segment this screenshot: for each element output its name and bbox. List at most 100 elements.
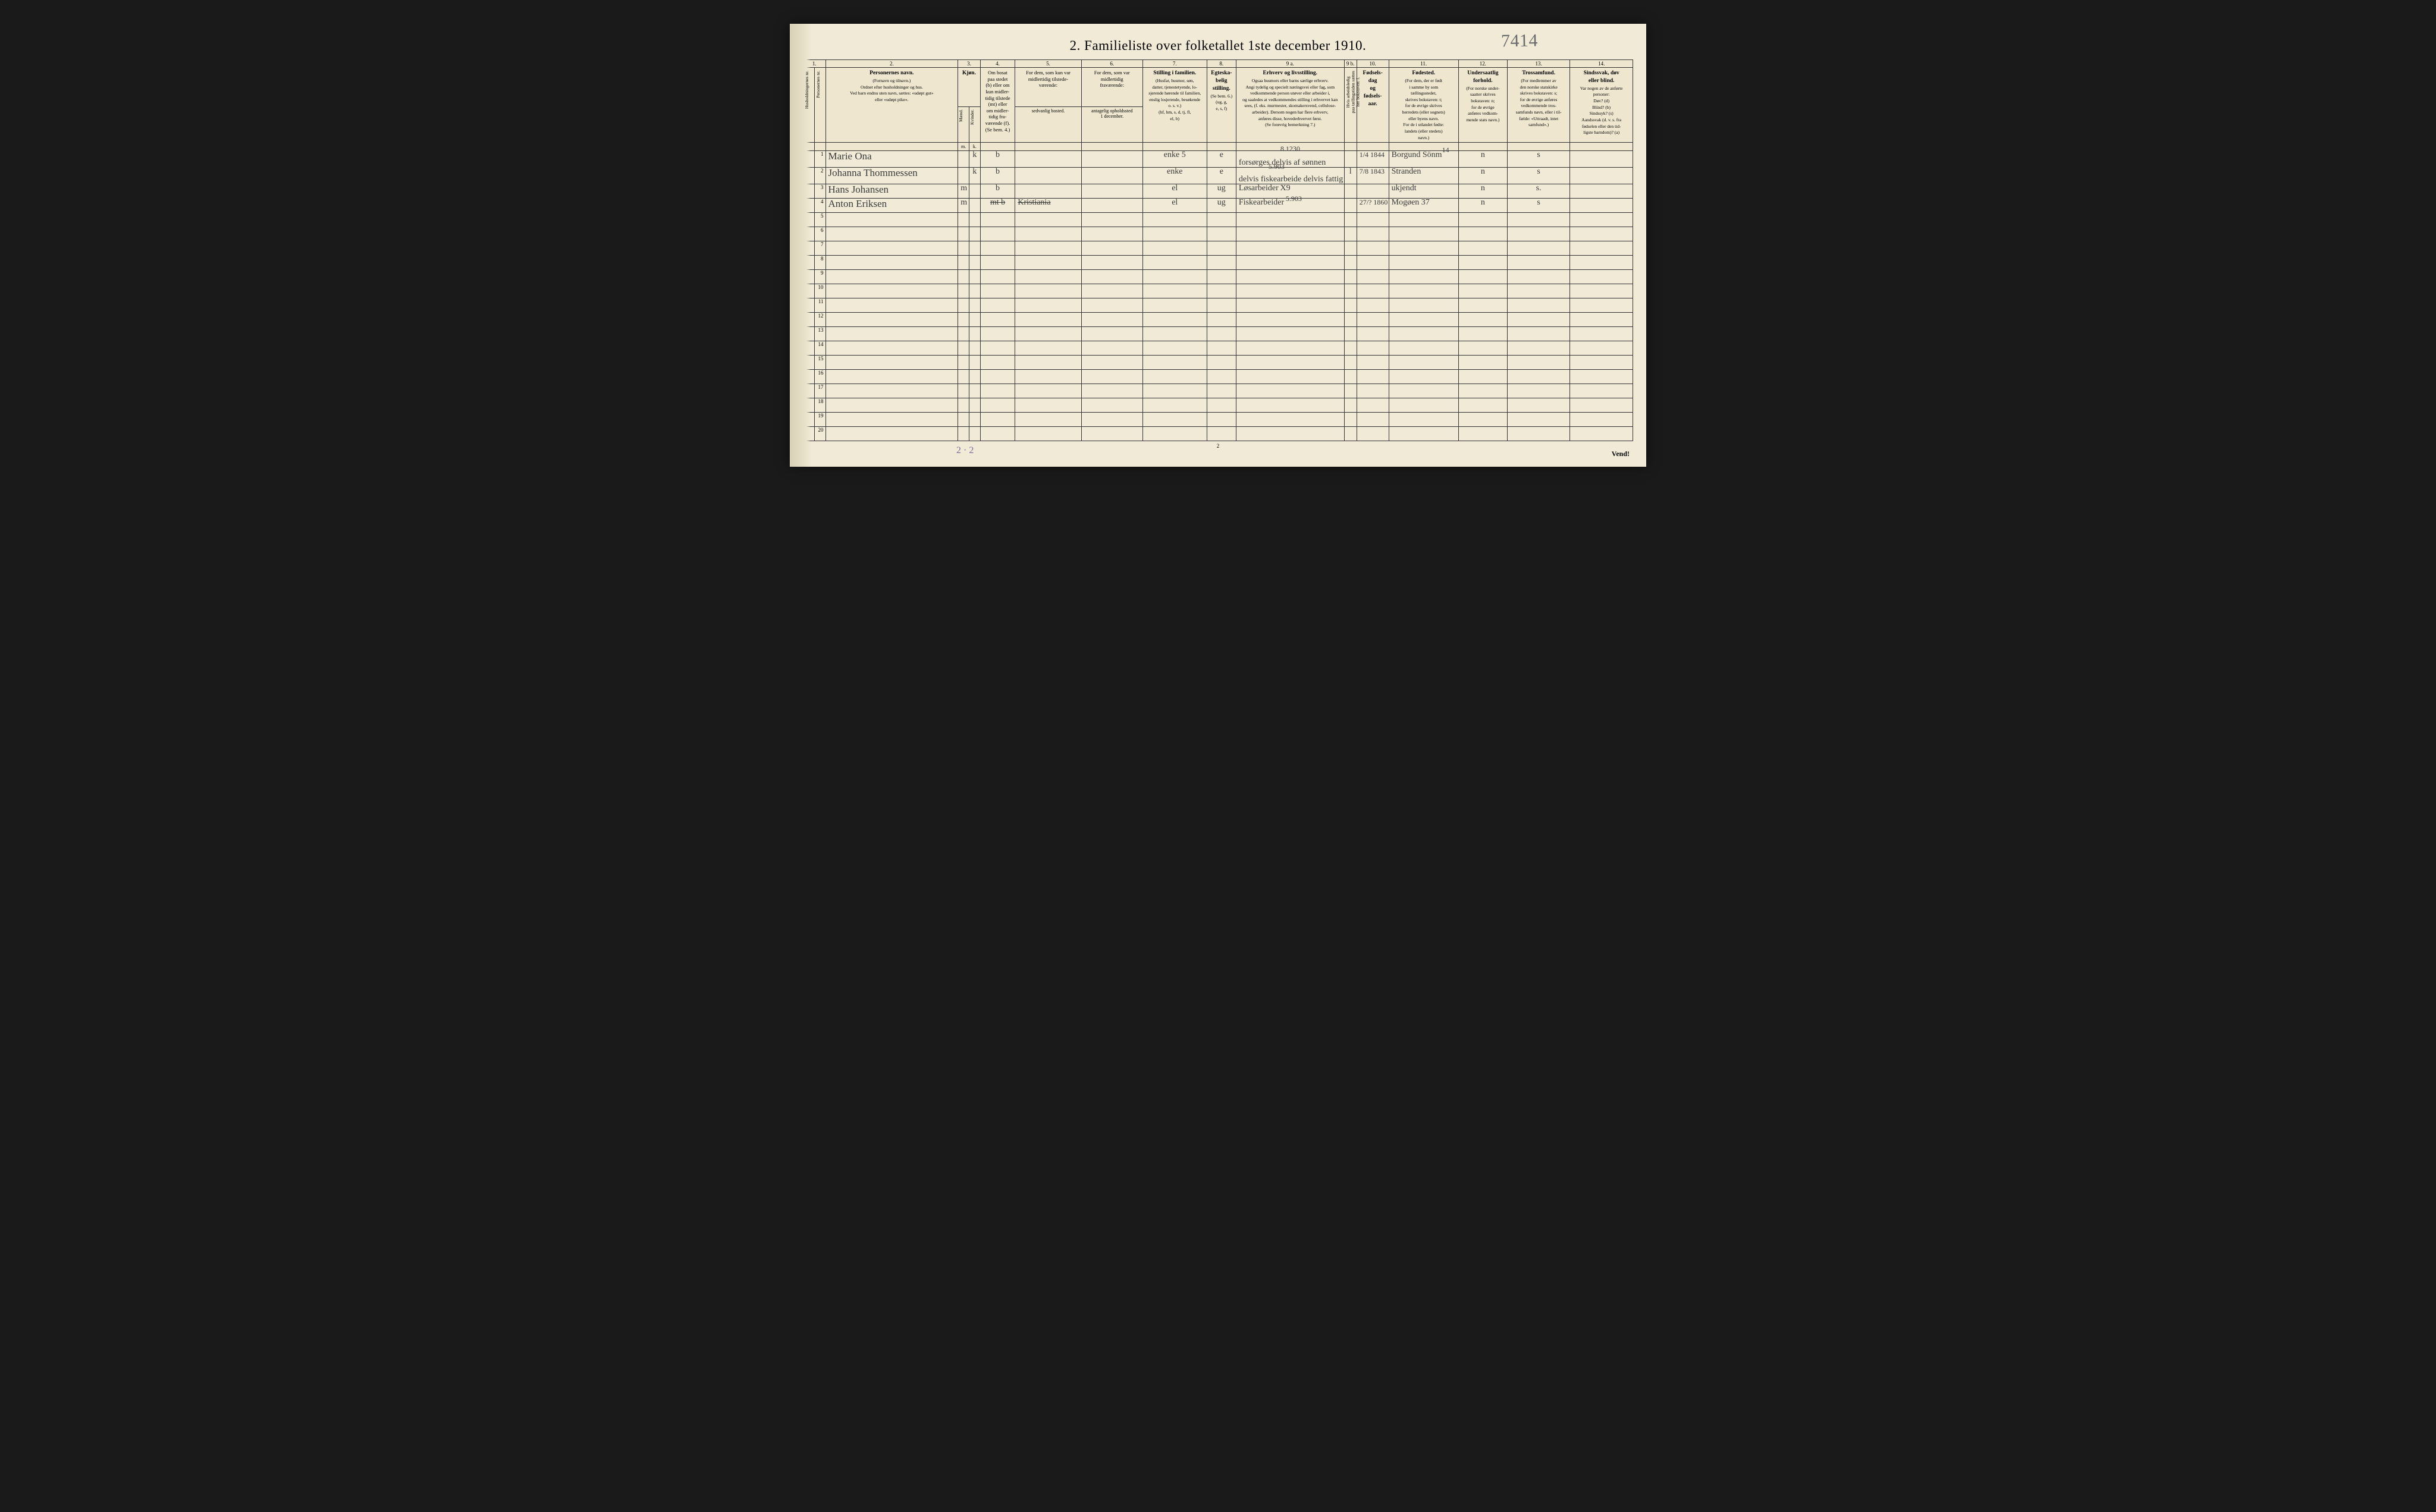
cell-empty [825, 370, 958, 384]
cell-disability [1570, 199, 1633, 213]
cell-empty [1389, 313, 1458, 327]
colnum-8: 8. [1207, 60, 1236, 68]
cell-household-no [803, 327, 815, 341]
cell-birthdate: 1/4 1844 [1357, 151, 1389, 168]
cell-unemployed [1344, 151, 1357, 168]
cell-empty [969, 270, 980, 284]
hdr-sex-k: Kvinder. [969, 107, 980, 143]
cell-empty [1207, 284, 1236, 298]
cell-empty [1015, 398, 1081, 413]
cell-empty [1236, 398, 1344, 413]
cell-empty [1507, 427, 1570, 441]
table-row: 5 [803, 213, 1633, 227]
cell-empty [969, 356, 980, 370]
cell-empty [1507, 270, 1570, 284]
cell-empty [980, 256, 1015, 270]
cell-empty [969, 256, 980, 270]
cell-nationality: n [1458, 199, 1507, 213]
cell-empty [825, 298, 958, 313]
cell-empty [1081, 284, 1142, 298]
cell-empty [1570, 227, 1633, 241]
page-number-bottom: 2 [803, 441, 1633, 449]
cell-religion: s. [1507, 184, 1570, 199]
table-row: 14 [803, 341, 1633, 356]
cell-empty [825, 413, 958, 427]
cell-empty [1081, 270, 1142, 284]
cell-empty [1207, 227, 1236, 241]
cell-empty [958, 270, 969, 284]
cell-empty [1507, 370, 1570, 384]
hdr-temp-absent: For dem, som var midlertidig fraværende: [1081, 68, 1142, 107]
cell-empty [1142, 370, 1207, 384]
cell-empty [1507, 298, 1570, 313]
cell-empty [1570, 298, 1633, 313]
cell-household-no [803, 184, 815, 199]
cell-empty [1507, 241, 1570, 256]
cell-empty [1236, 241, 1344, 256]
cell-empty [1081, 327, 1142, 341]
cell-empty [1142, 356, 1207, 370]
cell-empty [1458, 313, 1507, 327]
cell-empty [969, 413, 980, 427]
cell-empty [1344, 313, 1357, 327]
cell-empty [1507, 313, 1570, 327]
cell-empty [1236, 256, 1344, 270]
hdr-disability: Sindssvak, døv eller blind. Var nogen av… [1570, 68, 1633, 143]
cell-empty [958, 327, 969, 341]
cell-empty [1207, 298, 1236, 313]
cell-unemployed: l [1344, 168, 1357, 184]
cell-empty [1236, 384, 1344, 398]
cell-religion: s [1507, 151, 1570, 168]
colnum-9a: 9 a. [1236, 60, 1344, 68]
cell-empty [1458, 341, 1507, 356]
cell-empty [1236, 213, 1344, 227]
cell-empty [1570, 313, 1633, 327]
cell-empty [1015, 241, 1081, 256]
cell-empty [1357, 241, 1389, 256]
table-row: 7 [803, 241, 1633, 256]
cell-empty [1081, 313, 1142, 327]
cell-empty [1507, 341, 1570, 356]
cell-empty [1357, 270, 1389, 284]
cell-empty [1142, 270, 1207, 284]
cell-empty [1344, 341, 1357, 356]
cell-empty [1389, 256, 1458, 270]
cell-empty [1236, 356, 1344, 370]
cell-empty [958, 256, 969, 270]
table-row: 3Hans JohansenmbelugLøsarbeider X9ukjend… [803, 184, 1633, 199]
cell-empty [825, 384, 958, 398]
cell-empty [1357, 213, 1389, 227]
cell-household-no [803, 227, 815, 241]
cell-whereabouts [1081, 184, 1142, 199]
cell-empty [1015, 327, 1081, 341]
cell-person-no: 7 [814, 241, 825, 256]
cell-empty [958, 313, 969, 327]
cell-empty [825, 327, 958, 341]
cell-empty [969, 284, 980, 298]
cell-birthplace: Mogøen 37 [1389, 199, 1458, 213]
cell-empty [969, 341, 980, 356]
cell-empty [1081, 413, 1142, 427]
cell-person-no: 1 [814, 151, 825, 168]
cell-empty [1507, 356, 1570, 370]
cell-marital: ug [1207, 184, 1236, 199]
colnum-14: 14. [1570, 60, 1633, 68]
cell-birthplace: ukjendt [1389, 184, 1458, 199]
cell-empty [1357, 413, 1389, 427]
table-row: 19 [803, 413, 1633, 427]
cell-empty [1507, 256, 1570, 270]
cell-empty [1081, 384, 1142, 398]
colnum-5: 5. [1015, 60, 1081, 68]
cell-empty [1570, 213, 1633, 227]
cell-empty [1344, 384, 1357, 398]
cell-household-no [803, 241, 815, 256]
cell-person-no: 19 [814, 413, 825, 427]
cell-empty [825, 284, 958, 298]
cell-usual-residence [1015, 184, 1081, 199]
cell-empty [980, 413, 1015, 427]
cell-empty [1357, 327, 1389, 341]
cell-empty [1570, 327, 1633, 341]
cell-empty [1142, 298, 1207, 313]
cell-empty [958, 356, 969, 370]
cell-empty [1507, 413, 1570, 427]
